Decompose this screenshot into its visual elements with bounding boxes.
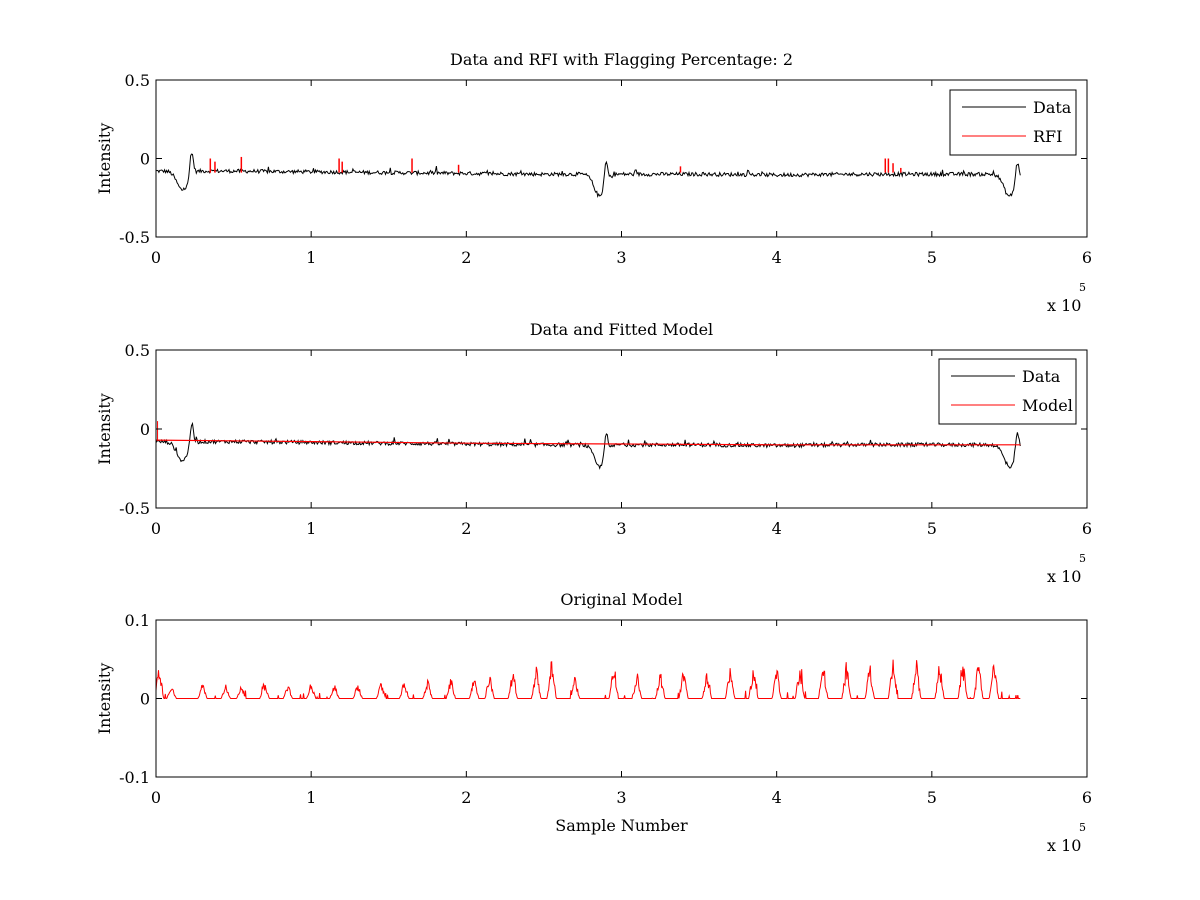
x-tick-label: 6 xyxy=(1082,788,1092,807)
x-tick-label: 2 xyxy=(461,248,471,267)
x-multiplier-base: x 10 xyxy=(1047,296,1081,315)
chart-title: Original Model xyxy=(560,590,682,609)
chart-title: Data and Fitted Model xyxy=(530,320,713,339)
y-axis-label: Intensity xyxy=(95,393,114,465)
y-tick-label: 0 xyxy=(140,690,150,709)
plot-area xyxy=(156,659,1021,699)
chart-title: Data and RFI with Flagging Percentage: 2 xyxy=(450,50,793,69)
x-tick-label: 2 xyxy=(461,519,471,538)
legend-box xyxy=(949,89,1077,156)
x-tick-label: 0 xyxy=(151,788,161,807)
x-tick-label: 3 xyxy=(616,519,626,538)
x-tick-label: 1 xyxy=(306,519,316,538)
legend: Data Model xyxy=(938,358,1077,425)
y-tick-label: -0.1 xyxy=(119,768,150,787)
y-axis-label: Intensity xyxy=(95,123,114,195)
x-multiplier-base: x 10 xyxy=(1047,567,1081,586)
x-tick-label: 1 xyxy=(306,788,316,807)
x-tick-label: 6 xyxy=(1082,519,1092,538)
x-axis-label: Sample Number xyxy=(555,816,688,835)
legend-box xyxy=(938,358,1077,425)
legend-label: Data xyxy=(1022,367,1061,386)
series-line-model xyxy=(156,439,1021,446)
plot-area xyxy=(156,421,1021,470)
legend-label: Model xyxy=(1022,396,1073,415)
x-multiplier-exponent: 5 xyxy=(1079,552,1086,565)
y-tick-label: 0 xyxy=(140,420,150,439)
x-tick-label: 4 xyxy=(772,248,782,267)
series-line-original-model xyxy=(156,659,1021,699)
series-line-data xyxy=(156,421,1021,470)
x-tick-label: 1 xyxy=(306,248,316,267)
y-tick-label: 0.5 xyxy=(125,71,150,90)
series-line-data xyxy=(156,153,1021,198)
chart-panel-1: Data and RFI with Flagging Percentage: 2… xyxy=(95,50,1092,315)
y-tick-label: 0 xyxy=(140,150,150,169)
legend: Data RFI xyxy=(949,89,1077,156)
x-tick-label: 4 xyxy=(772,788,782,807)
x-tick-label: 6 xyxy=(1082,248,1092,267)
legend-label: RFI xyxy=(1033,127,1062,146)
y-tick-label: 0.1 xyxy=(125,611,150,630)
axes-box xyxy=(155,79,1088,238)
x-multiplier-base: x 10 xyxy=(1047,836,1081,855)
x-tick-label: 0 xyxy=(151,248,161,267)
x-tick-label: 0 xyxy=(151,519,161,538)
x-tick-label: 3 xyxy=(616,788,626,807)
plot-area xyxy=(156,153,1021,198)
x-multiplier-exponent: 5 xyxy=(1079,821,1086,834)
y-axis-label: Intensity xyxy=(95,663,114,735)
x-tick-label: 4 xyxy=(772,519,782,538)
y-tick-label: 0.5 xyxy=(125,341,150,360)
y-tick-label: -0.5 xyxy=(119,499,150,518)
y-tick-label: -0.5 xyxy=(119,228,150,247)
x-tick-label: 2 xyxy=(461,788,471,807)
x-tick-label: 3 xyxy=(616,248,626,267)
x-tick-label: 5 xyxy=(927,788,937,807)
legend-label: Data xyxy=(1033,98,1072,117)
x-multiplier-exponent: 5 xyxy=(1079,281,1086,294)
x-tick-label: 5 xyxy=(927,519,937,538)
x-tick-label: 5 xyxy=(927,248,937,267)
